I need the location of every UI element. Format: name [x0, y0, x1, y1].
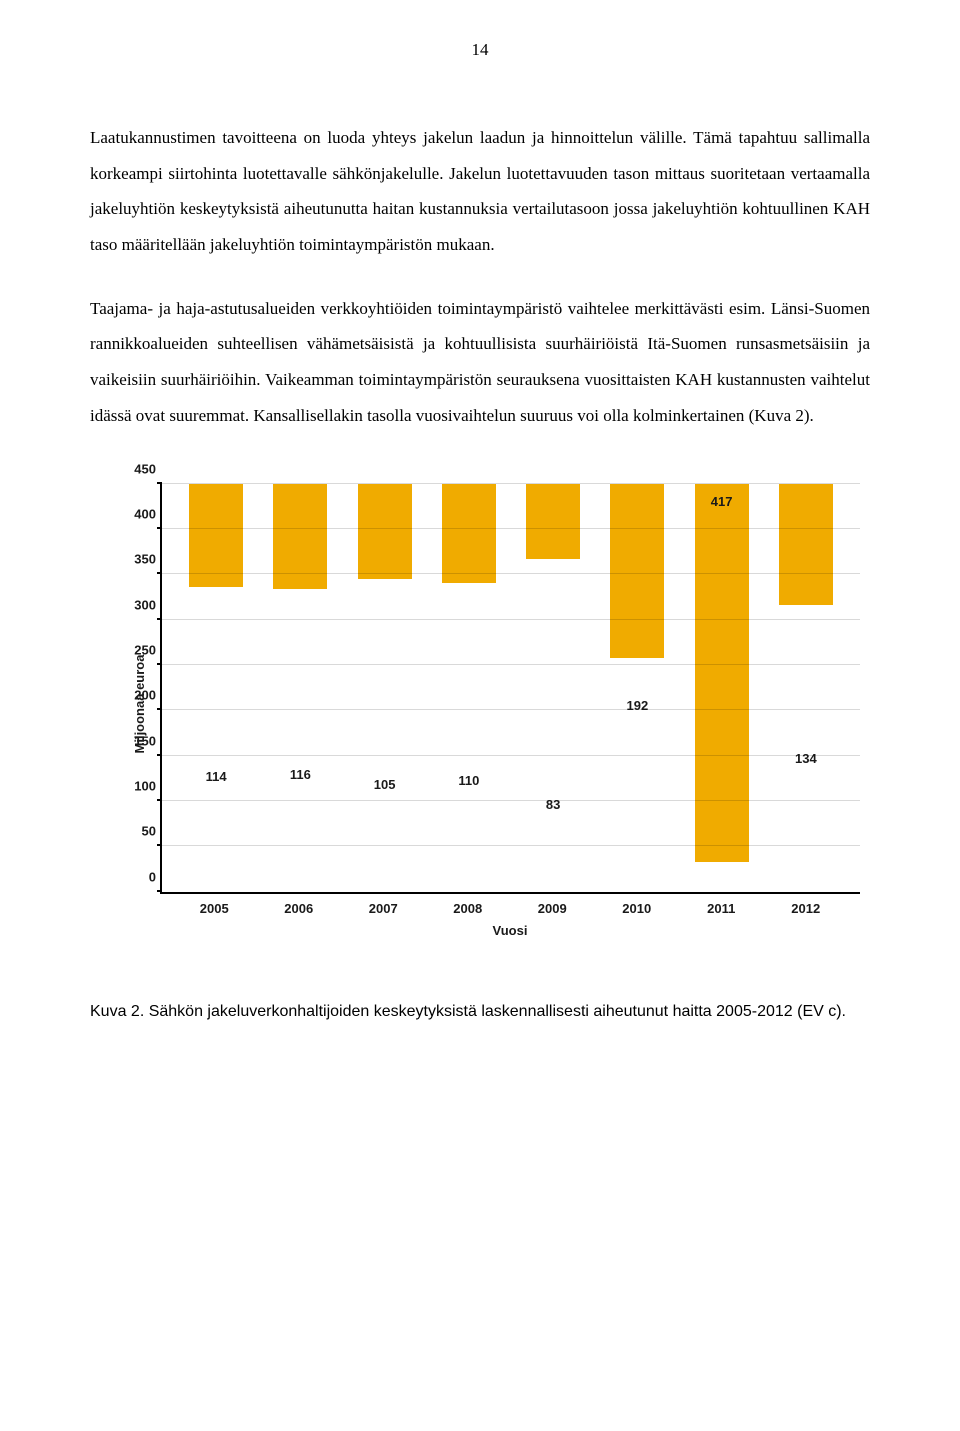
body-paragraph: Taajama- ja haja-astutusalueiden verkkoy… [90, 291, 870, 434]
bar-value-label: 105 [374, 777, 396, 792]
grid-line [162, 528, 860, 529]
y-tick-label: 400 [122, 506, 156, 521]
y-tick-label: 450 [122, 461, 156, 476]
y-tick-mark [157, 708, 162, 710]
y-tick-mark [157, 663, 162, 665]
bar-rect [358, 484, 412, 579]
grid-line [162, 755, 860, 756]
x-tick-label: 2008 [426, 901, 511, 916]
body-paragraph: Laatukannustimen tavoitteena on luoda yh… [90, 120, 870, 263]
x-tick-label: 2012 [764, 901, 849, 916]
x-axis-title: Vuosi [160, 923, 860, 938]
grid-line [162, 619, 860, 620]
y-tick-mark [157, 799, 162, 801]
bar-rect [779, 484, 833, 605]
bar-rect [442, 484, 496, 584]
y-tick-label: 0 [122, 869, 156, 884]
x-tick-label: 2010 [595, 901, 680, 916]
bar-column: 417 [680, 484, 764, 892]
y-tick-label: 300 [122, 597, 156, 612]
bar-chart: Miljoonaa euroa 11411610511083192417134 … [110, 474, 870, 934]
y-tick-mark [157, 572, 162, 574]
bar-column: 134 [764, 484, 848, 892]
x-tick-label: 2011 [679, 901, 764, 916]
plot-area: 11411610511083192417134 0501001502002503… [160, 484, 860, 894]
y-tick-mark [157, 618, 162, 620]
bar-value-label: 134 [795, 751, 817, 766]
grid-line [162, 709, 860, 710]
bar-value-label: 110 [458, 773, 479, 788]
bar-rect [189, 484, 243, 587]
bar-column: 116 [258, 484, 342, 892]
y-tick-mark [157, 527, 162, 529]
chart-container: Miljoonaa euroa 11411610511083192417134 … [90, 474, 870, 934]
bar-value-label: 192 [627, 698, 649, 713]
x-tick-label: 2006 [257, 901, 342, 916]
y-tick-mark [157, 482, 162, 484]
bar-column: 114 [174, 484, 258, 892]
bar-rect [695, 484, 749, 862]
grid-line [162, 664, 860, 665]
y-tick-label: 200 [122, 688, 156, 703]
bar-value-label: 116 [290, 767, 311, 782]
x-axis-labels: 20052006200720082009201020112012 [160, 901, 860, 916]
grid-line [162, 800, 860, 801]
y-tick-label: 250 [122, 642, 156, 657]
y-tick-mark [157, 754, 162, 756]
grid-line [162, 573, 860, 574]
page-number: 14 [90, 40, 870, 60]
bar-column: 105 [343, 484, 427, 892]
bar-value-label: 114 [206, 769, 227, 784]
grid-line [162, 483, 860, 484]
bars-group: 114 116 105 110 83 192 417 134 [162, 484, 860, 892]
grid-line [162, 845, 860, 846]
bar-column: 83 [511, 484, 595, 892]
x-tick-label: 2007 [341, 901, 426, 916]
bar-column: 192 [595, 484, 679, 892]
bar-value-label: 417 [711, 494, 733, 509]
bar-rect [526, 484, 580, 559]
y-tick-mark [157, 890, 162, 892]
y-tick-label: 350 [122, 552, 156, 567]
x-tick-label: 2009 [510, 901, 595, 916]
bar-column: 110 [427, 484, 511, 892]
y-tick-label: 150 [122, 733, 156, 748]
y-tick-mark [157, 844, 162, 846]
y-tick-label: 100 [122, 778, 156, 793]
figure-caption: Kuva 2. Sähkön jakeluverkonhaltijoiden k… [90, 994, 870, 1029]
x-tick-label: 2005 [172, 901, 257, 916]
y-tick-label: 50 [122, 824, 156, 839]
bar-rect [610, 484, 664, 658]
